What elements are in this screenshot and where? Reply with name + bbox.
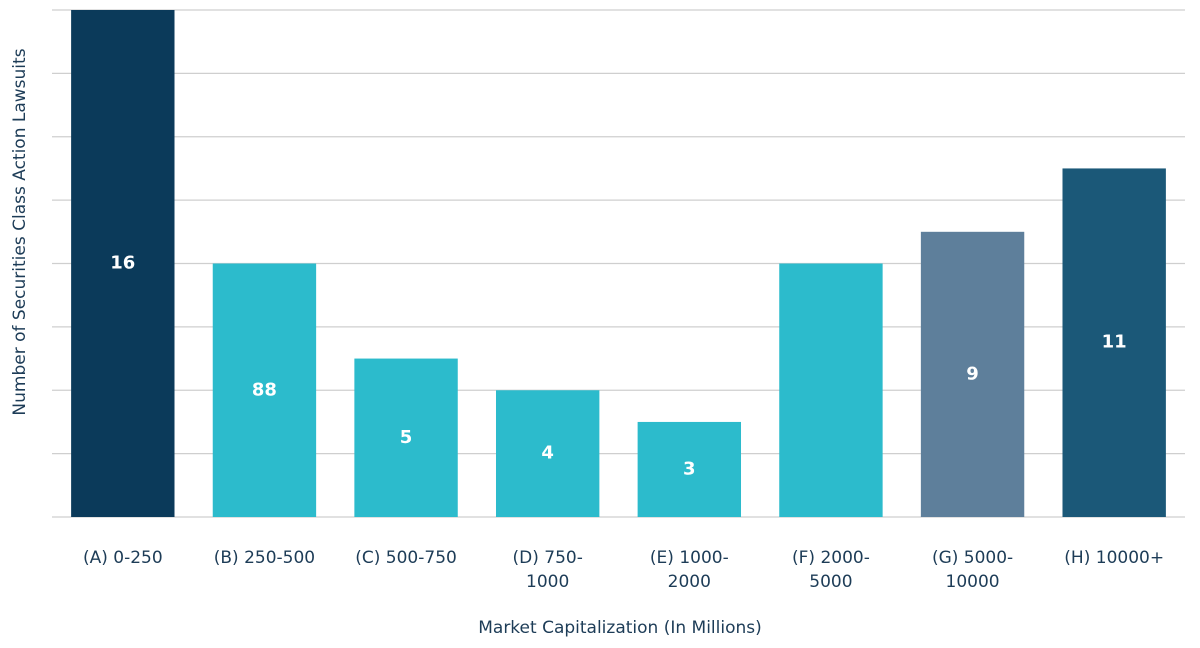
x-tick-label: (H) 10000+ bbox=[1064, 548, 1165, 568]
x-tick-label: (G) 5000-10000 bbox=[931, 548, 1014, 592]
bar bbox=[354, 358, 458, 517]
bar bbox=[779, 263, 883, 517]
bar-label: 3 bbox=[683, 458, 696, 479]
bar-label: 4 bbox=[541, 443, 554, 464]
bar-label: 9 bbox=[966, 363, 979, 384]
bar bbox=[495, 390, 600, 517]
bar bbox=[71, 10, 175, 517]
bar bbox=[637, 421, 742, 517]
x-axis-title: Market Capitalization (In Millions) bbox=[478, 618, 762, 638]
bar bbox=[212, 263, 317, 517]
x-tick-label: (D) 750-1000 bbox=[512, 548, 583, 592]
bar-label: 11 bbox=[1102, 332, 1127, 353]
x-tick-label: (B) 250-500 bbox=[213, 548, 316, 568]
x-tick-label: (F) 2000-5000 bbox=[792, 548, 870, 592]
bar-label: 88 bbox=[252, 379, 277, 400]
x-tick-label: (A) 0-250 bbox=[82, 548, 163, 568]
x-tick-label: (C) 500-750 bbox=[355, 548, 457, 568]
x-tick-label: (E) 1000-2000 bbox=[649, 548, 729, 592]
y-axis-title: Number of Securities Class Action Lawsui… bbox=[10, 48, 30, 415]
bar-label: 16 bbox=[110, 253, 135, 274]
bar-label: 5 bbox=[400, 427, 413, 448]
bar bbox=[920, 231, 1025, 517]
bar bbox=[1062, 168, 1166, 517]
